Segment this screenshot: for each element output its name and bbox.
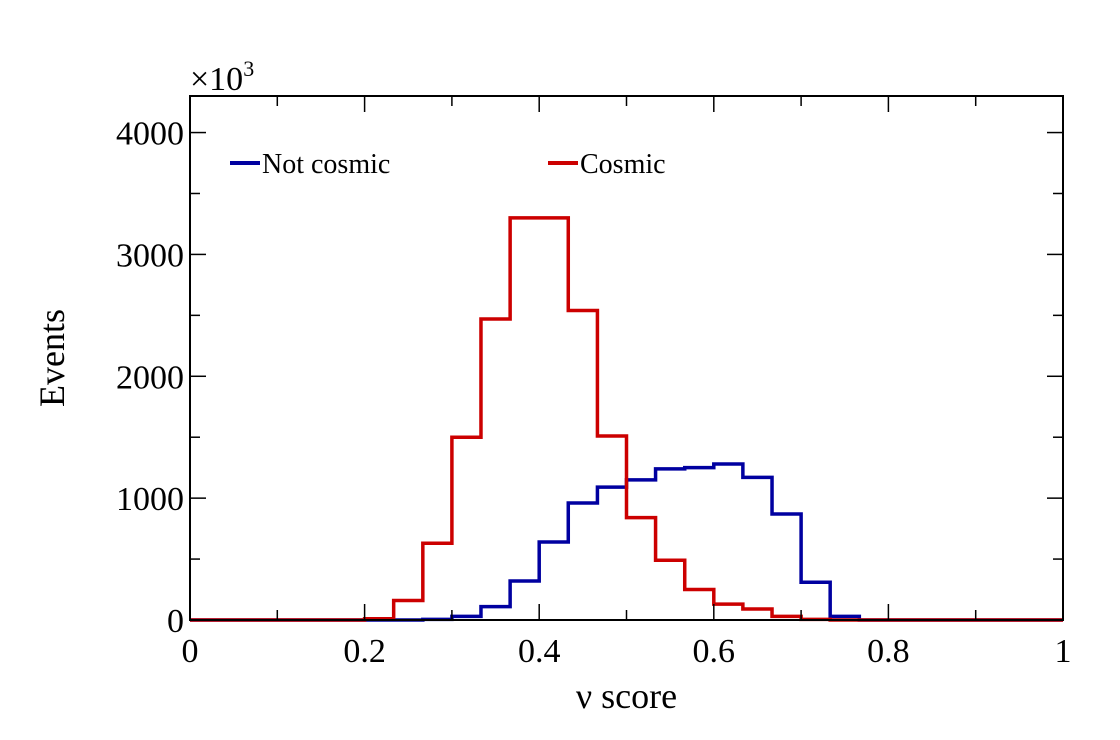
axis-ticks bbox=[189, 96, 1064, 621]
legend-label-not-cosmic: Not cosmic bbox=[262, 149, 390, 180]
x-tick-label: 0.2 bbox=[343, 633, 386, 670]
plot-area bbox=[190, 216, 1063, 622]
y-tick-label: 3000 bbox=[116, 237, 184, 274]
y-axis-title: Events bbox=[32, 309, 72, 407]
legend: Not cosmic Cosmic bbox=[230, 149, 666, 180]
x-tick-label: 0 bbox=[182, 633, 199, 670]
x-tick-label: 0.4 bbox=[518, 633, 561, 670]
x-tick-label: 0.8 bbox=[867, 633, 910, 670]
y-tick-label: 0 bbox=[167, 603, 184, 640]
y-tick-label: 2000 bbox=[116, 359, 184, 396]
axis-tick-labels: 0 0.2 0.4 0.6 0.8 1 0 1000 2000 3000 4000 bbox=[116, 116, 1072, 670]
y-axis-multiplier: ×103 bbox=[190, 56, 254, 98]
legend-label-cosmic: Cosmic bbox=[580, 149, 666, 180]
x-axis-title: ν score bbox=[576, 676, 677, 716]
x-tick-label: 0.6 bbox=[693, 633, 736, 670]
series-line-cosmic bbox=[190, 216, 1063, 622]
x-tick-label: 1 bbox=[1055, 633, 1072, 670]
y-tick-label: 4000 bbox=[116, 116, 184, 153]
y-tick-label: 1000 bbox=[116, 481, 184, 518]
